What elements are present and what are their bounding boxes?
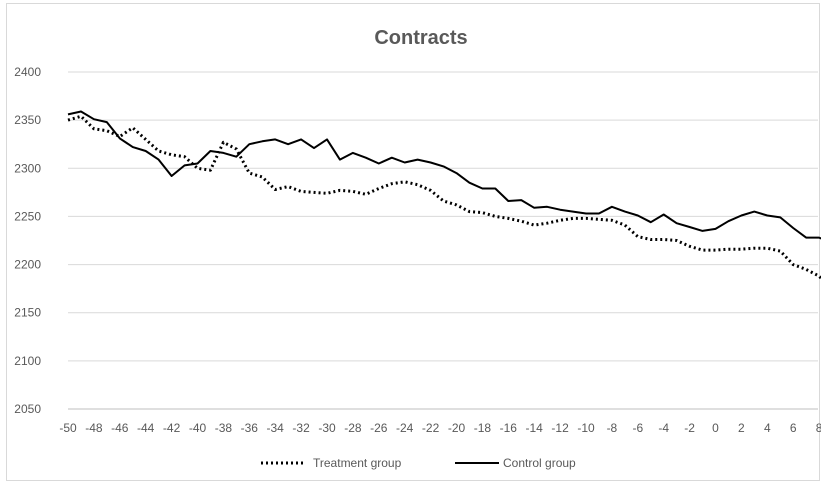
series-lines — [67, 110, 821, 281]
y-tick-label: 2050 — [14, 402, 41, 416]
x-tick-label: -30 — [318, 421, 336, 435]
x-tick-label: -2 — [684, 421, 695, 435]
x-tick-label: -42 — [163, 421, 181, 435]
x-tick-label: -28 — [344, 421, 362, 435]
x-tick-label: -20 — [448, 421, 466, 435]
x-tick-label: 0 — [712, 421, 719, 435]
x-tick-label: -16 — [500, 421, 518, 435]
x-tick-label: -36 — [241, 421, 259, 435]
x-tick-label: -48 — [85, 421, 103, 435]
x-tick-label: -12 — [551, 421, 569, 435]
y-tick-label: 2200 — [14, 258, 41, 272]
x-tick-label: -22 — [422, 421, 440, 435]
legend-label-treatment: Treatment group — [313, 456, 402, 470]
y-axis-ticks: 2050 2100 2150 2200 2250 2300 2350 2400 — [14, 65, 41, 416]
x-tick-label: -6 — [632, 421, 643, 435]
x-tick-label: -50 — [59, 421, 77, 435]
legend-label-control: Control group — [503, 456, 576, 470]
x-tick-label: 8 — [816, 421, 821, 435]
x-tick-label: -34 — [267, 421, 285, 435]
y-tick-label: 2100 — [14, 354, 41, 368]
series-line-treatment — [67, 114, 821, 281]
y-tick-label: 2150 — [14, 306, 41, 320]
x-tick-label: -18 — [474, 421, 492, 435]
series-line-control — [67, 110, 821, 240]
chart-area: Contracts 2050 2100 2150 2200 2250 2300 2350 24… — [6, 3, 821, 481]
y-tick-label: 2400 — [14, 65, 41, 79]
x-tick-label: 2 — [738, 421, 745, 435]
y-tick-label: 2250 — [14, 209, 41, 223]
x-tick-label: -14 — [526, 421, 544, 435]
x-tick-label: -24 — [396, 421, 414, 435]
x-tick-label: -26 — [370, 421, 388, 435]
line-chart: Contracts 205021002150220022502300235024… — [14, 27, 821, 470]
chart-title: Contracts — [374, 27, 467, 49]
x-tick-label: -4 — [658, 421, 669, 435]
x-tick-label: -32 — [292, 421, 310, 435]
gridlines — [68, 71, 818, 410]
y-tick-label: 2350 — [14, 113, 41, 127]
x-tick-label: -38 — [215, 421, 233, 435]
x-tick-label: -10 — [577, 421, 595, 435]
y-tick-label: 2300 — [14, 161, 41, 175]
x-tick-label: 6 — [790, 421, 797, 435]
x-tick-label: -8 — [607, 421, 618, 435]
x-axis-ticks: -50 -48 -46 -44 -42 -40 -38 -36 -34 -32 -30 -28 -26-… — [59, 421, 821, 435]
x-tick-label: -44 — [137, 421, 155, 435]
x-tick-label: -46 — [111, 421, 129, 435]
legend: Treatment group Control group — [261, 456, 576, 470]
x-tick-label: 4 — [764, 421, 771, 435]
x-tick-label: -40 — [189, 421, 207, 435]
